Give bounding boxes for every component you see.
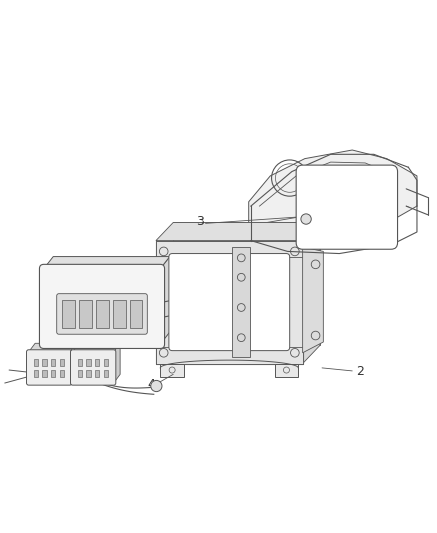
Text: 1: 1 [38, 298, 46, 311]
Bar [42, 370, 47, 376]
Bar [60, 359, 64, 366]
Polygon shape [170, 287, 179, 310]
Text: 3: 3 [197, 215, 205, 228]
Bar [51, 359, 55, 366]
Bar [78, 370, 82, 376]
Bar [95, 370, 100, 376]
Bar [87, 359, 91, 366]
Polygon shape [274, 364, 298, 376]
Polygon shape [156, 240, 303, 257]
Polygon shape [303, 222, 320, 364]
Bar [42, 359, 47, 366]
FancyBboxPatch shape [62, 300, 75, 328]
Polygon shape [160, 256, 170, 344]
FancyBboxPatch shape [113, 300, 125, 328]
Polygon shape [29, 343, 76, 352]
Polygon shape [114, 343, 120, 383]
Text: 4: 4 [148, 378, 156, 391]
Bar [87, 370, 91, 376]
FancyBboxPatch shape [27, 350, 72, 385]
FancyBboxPatch shape [70, 350, 116, 385]
FancyBboxPatch shape [79, 300, 92, 328]
Polygon shape [286, 240, 303, 364]
Polygon shape [44, 256, 170, 269]
Bar [104, 370, 108, 376]
FancyBboxPatch shape [57, 294, 147, 334]
FancyBboxPatch shape [130, 300, 142, 328]
Circle shape [151, 381, 162, 392]
Bar [104, 359, 108, 366]
Bar [60, 370, 64, 376]
Polygon shape [156, 240, 303, 364]
FancyBboxPatch shape [39, 264, 165, 349]
Polygon shape [303, 247, 323, 353]
Bar [78, 359, 82, 366]
FancyBboxPatch shape [96, 300, 109, 328]
Polygon shape [69, 343, 76, 383]
FancyBboxPatch shape [169, 254, 290, 351]
Polygon shape [156, 240, 172, 364]
Circle shape [301, 214, 311, 224]
FancyBboxPatch shape [296, 165, 398, 249]
Bar [51, 370, 55, 376]
Polygon shape [173, 222, 320, 345]
Text: 2: 2 [356, 365, 364, 378]
Polygon shape [232, 247, 250, 357]
Bar [34, 370, 38, 376]
Polygon shape [73, 343, 120, 352]
Polygon shape [156, 222, 320, 240]
Polygon shape [249, 150, 417, 249]
Bar [95, 359, 100, 366]
Polygon shape [160, 364, 184, 376]
Bar [34, 359, 38, 366]
Polygon shape [156, 347, 303, 364]
